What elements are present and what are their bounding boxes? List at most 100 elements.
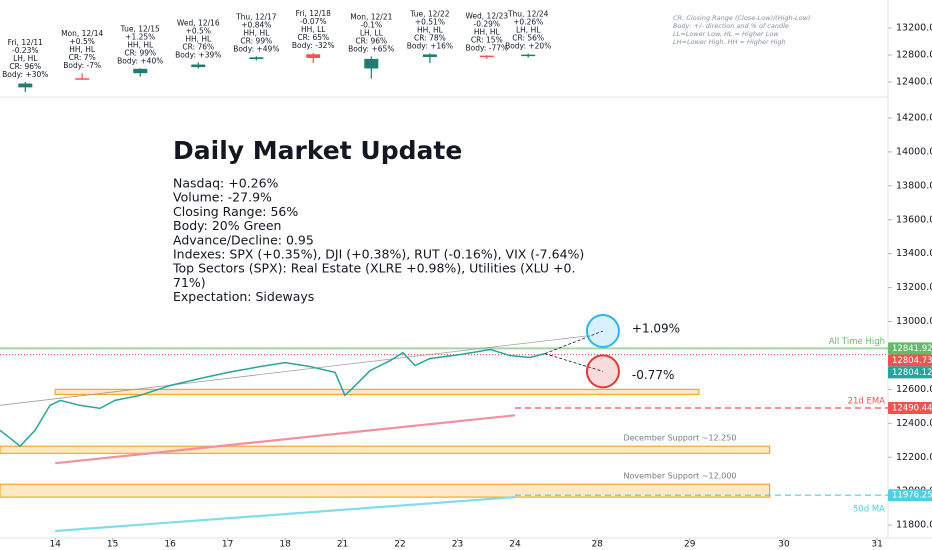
price-badge-label: 11976.25 [892, 491, 932, 501]
x-tick-label: 29 [684, 540, 696, 550]
level-label: All Time High [829, 337, 885, 347]
day-label: HH, HL [127, 40, 154, 49]
candle-body [191, 64, 206, 68]
x-tick-label: 24 [509, 540, 521, 550]
support-zone [0, 483, 771, 498]
y-tick-label: 12400.00 [896, 76, 932, 87]
day-label: CR: 99% [240, 36, 272, 45]
x-tick-label: 14 [49, 540, 61, 550]
price-badge [888, 489, 932, 502]
x-tick-label: 30 [778, 540, 790, 550]
day-label: Fri, 12/18 [296, 9, 332, 18]
y-tick-label: 12800.00 [896, 49, 932, 60]
day-label: CR: 76% [182, 42, 214, 51]
day-label: CR: 15% [471, 35, 503, 44]
x-tick-label: 17 [222, 540, 233, 550]
y-tick-label: 13200.00 [896, 282, 932, 293]
annotation-line: Expectation: Sideways [173, 289, 314, 304]
candle-body [249, 57, 264, 60]
day-label: HH, HL [474, 27, 501, 36]
legend-note: Body: +/- direction and % of candle [673, 22, 789, 30]
x-tick-label: 16 [164, 540, 176, 550]
y-tick-label: 12400.00 [896, 418, 932, 429]
zone-label: December Support ~12.250 [624, 434, 737, 443]
moving-average [55, 414, 516, 465]
day-label: -0.07% [300, 17, 327, 26]
trendline [0, 335, 590, 406]
projection-target [585, 354, 620, 389]
legend-note: CR: Closing Range (Close-Low)/(High-Low) [673, 14, 810, 22]
candle-body [479, 55, 494, 58]
x-tick-label: 31 [871, 540, 882, 550]
annotation-line: Body: 20% Green [173, 218, 281, 233]
price-badge [888, 366, 932, 379]
day-label: Body: +30% [2, 70, 48, 79]
day-label: Body: +16% [407, 41, 453, 50]
day-label: HH, LL [301, 25, 326, 34]
y-tick-label: 13600.00 [896, 214, 932, 225]
support-zone [0, 445, 771, 454]
price-line [0, 348, 546, 448]
annotation-line: Indexes: SPX (+0.35%), DJI (+0.38%), RUT… [173, 247, 584, 262]
annotation-line: Advance/Decline: 0.95 [173, 232, 314, 247]
y-tick-label: 13000.00 [896, 316, 932, 327]
day-label: Body: -7% [63, 61, 101, 70]
day-label: Body: +65% [348, 44, 394, 53]
price-badge [888, 401, 932, 414]
day-label: Mon, 12/21 [350, 12, 392, 21]
day-label: HH, HL [69, 45, 96, 54]
day-label: HH, HL [185, 34, 212, 43]
day-label: +0.5% [186, 26, 211, 35]
annotation-line: Top Sectors (SPX): Real Estate (XLRE +0.… [172, 261, 575, 276]
level-label: 21d EMA [848, 396, 886, 406]
day-label: +0.51% [415, 17, 445, 26]
day-label: CR: 56% [512, 34, 544, 43]
candle-body [364, 58, 379, 69]
projection-label: +1.09% [632, 321, 680, 335]
annotation-line: Volume: -27.9% [173, 190, 272, 205]
day-label: +0.5% [70, 37, 95, 46]
x-tick-label: 15 [107, 540, 118, 550]
day-label: CR: 96% [9, 62, 41, 71]
day-label: Fri, 12/11 [8, 38, 44, 47]
y-tick-label: 13200.00 [896, 22, 932, 33]
day-label: HH, HL [417, 25, 444, 34]
x-tick-label: 21 [337, 540, 348, 550]
price-badge [888, 354, 932, 367]
day-label: +0.26% [513, 18, 543, 27]
day-label: Tue, 12/22 [409, 9, 449, 18]
day-label: -0.1% [360, 20, 382, 29]
day-label: Mon, 12/14 [61, 29, 103, 38]
annotation-line: Nasdaq: +0.26% [173, 176, 279, 191]
price-badge-label: 12804.12 [892, 368, 932, 378]
day-label: Body: +39% [175, 50, 221, 59]
price-badge-label: 12490.44 [892, 403, 932, 413]
day-label: CR: 78% [414, 33, 446, 42]
day-label: CR: 7% [69, 53, 96, 62]
annotation-line: 71%) [173, 275, 206, 290]
day-label: LH, LL [360, 28, 384, 37]
day-label: HH, HL [243, 28, 270, 37]
annotation-line: Closing Range: 56% [173, 204, 298, 219]
day-label: Tue, 12/15 [120, 24, 160, 33]
moving-average [55, 496, 516, 533]
projection-target [585, 313, 620, 348]
y-tick-label: 14200.00 [896, 112, 932, 123]
candle-body [18, 83, 33, 88]
candle-body [133, 68, 148, 74]
price-badge [888, 342, 932, 355]
x-tick-label: 22 [394, 540, 405, 550]
day-label: Thu, 12/17 [235, 12, 277, 21]
day-label: Body: -77% [465, 43, 508, 52]
day-label: Wed, 12/23 [465, 11, 508, 20]
day-label: LH, HL [516, 26, 541, 35]
day-label: Thu, 12/24 [507, 10, 549, 19]
annotation-title: Daily Market Update [173, 136, 462, 165]
x-tick-label: 18 [279, 540, 291, 550]
y-tick-label: 13800.00 [896, 180, 932, 191]
support-zone [54, 388, 700, 396]
x-tick-label: 28 [591, 540, 603, 550]
day-label: CR: 65% [297, 33, 329, 42]
day-label: +1.25% [125, 32, 155, 41]
